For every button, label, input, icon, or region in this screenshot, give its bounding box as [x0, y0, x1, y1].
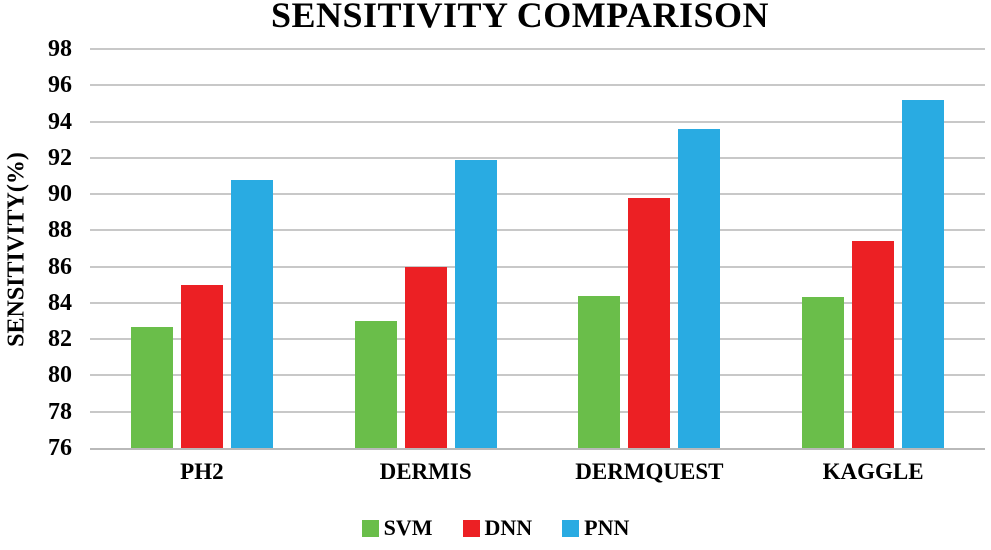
bar-pnn-dermquest	[678, 128, 721, 448]
gridline-98	[90, 48, 985, 50]
bar-group-dermis	[314, 49, 538, 448]
gridline-80	[90, 374, 985, 377]
bar-group-dermquest	[538, 49, 762, 448]
y-tick-label-86: 86	[48, 253, 72, 280]
bar-svm-dermquest	[578, 295, 621, 448]
y-tick-label-88: 88	[48, 217, 72, 244]
plot-area	[90, 48, 985, 450]
bar-dnn-dermis	[404, 266, 447, 448]
bar-dnn-dermquest	[628, 197, 671, 448]
gridline-88	[90, 229, 985, 232]
y-tick-label-82: 82	[48, 326, 72, 353]
x-tick-label-dermquest: DERMQUEST	[575, 459, 724, 484]
legend-label-dnn: DNN	[484, 515, 533, 540]
gridline-78	[90, 410, 985, 413]
bar-svm-kaggle	[802, 297, 845, 448]
legend-swatch-pnn	[562, 519, 580, 537]
gridline-96	[90, 84, 985, 87]
bar-group-ph2	[90, 49, 314, 448]
legend-label-pnn: PNN	[584, 515, 630, 540]
y-tick-label-92: 92	[48, 144, 72, 171]
gridline-86	[90, 265, 985, 268]
x-tick-label-kaggle: KAGGLE	[822, 459, 924, 484]
gridline-84	[90, 301, 985, 304]
y-tick-label-76: 76	[48, 435, 72, 461]
x-axis-tick-labels: PH2 DERMIS DERMQUEST KAGGLE	[90, 456, 985, 492]
legend: SVM DNN PNN	[0, 517, 991, 539]
y-axis-tick-labels: 76 78 80 82 84 86 88 90 92 94 96 98	[0, 36, 72, 461]
y-tick-label-78: 78	[48, 398, 72, 425]
bar-dnn-kaggle	[852, 241, 895, 448]
y-tick-label-98: 98	[48, 36, 72, 62]
bar-svm-ph2	[130, 326, 173, 448]
bar-pnn-ph2	[230, 179, 273, 448]
x-tick-label-ph2: PH2	[180, 459, 224, 484]
gridline-92	[90, 156, 985, 159]
legend-swatch-svm	[361, 519, 379, 537]
legend-swatch-dnn	[462, 519, 480, 537]
gridline-82	[90, 338, 985, 341]
gridline-94	[90, 120, 985, 123]
y-tick-label-80: 80	[48, 362, 72, 389]
bar-dnn-ph2	[180, 284, 223, 448]
x-tick-label-dermis: DERMIS	[379, 459, 472, 484]
legend-item-dnn: DNN	[462, 515, 533, 540]
legend-item-pnn: PNN	[562, 517, 629, 539]
gridline-90	[90, 193, 985, 196]
y-tick-label-90: 90	[48, 181, 72, 208]
bar-pnn-kaggle	[902, 99, 945, 448]
y-tick-label-94: 94	[48, 108, 72, 135]
bar-svm-dermis	[354, 321, 397, 448]
y-tick-label-84: 84	[48, 289, 72, 316]
chart-title: SENSITIVITY COMPARISON	[270, 0, 770, 35]
y-tick-label-96: 96	[48, 72, 72, 99]
bar-group-kaggle	[761, 49, 985, 448]
legend-item-svm: SVM	[361, 515, 433, 540]
legend-label-svm: SVM	[383, 515, 433, 540]
bar-pnn-dermis	[454, 159, 497, 448]
